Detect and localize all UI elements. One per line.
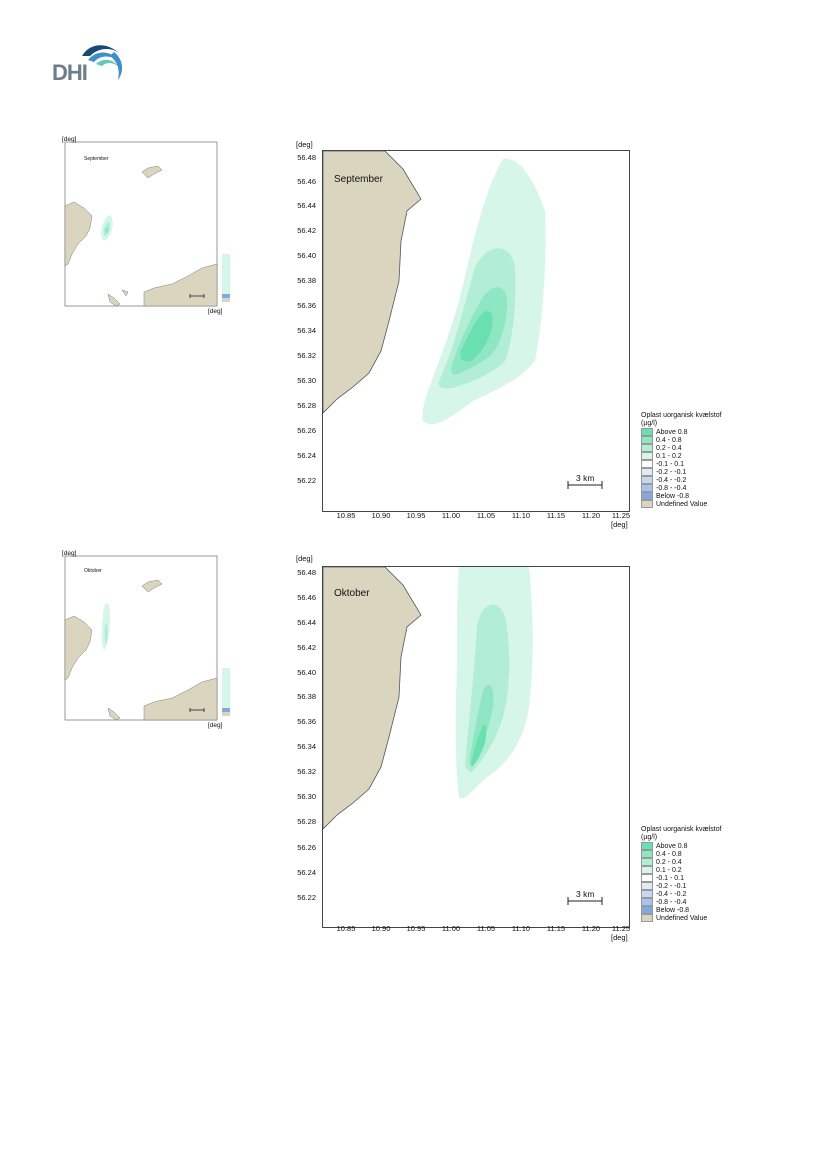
y-tick: 56.26 bbox=[297, 426, 316, 435]
legend-item: -0.4 - -0.2 bbox=[641, 890, 722, 898]
legend-unit: (µg/l) bbox=[641, 420, 658, 427]
y-tick: 56.38 bbox=[297, 692, 316, 701]
main-map-september: September 3 km bbox=[322, 150, 630, 512]
y-tick: 56.30 bbox=[297, 792, 316, 801]
legend-title: Oplast uorganisk kvælstof bbox=[641, 412, 722, 419]
thumbnail-x-unit: [deg] bbox=[208, 722, 223, 729]
dhi-logo-mark bbox=[82, 45, 123, 80]
thumbnail-month-label: Oktober bbox=[84, 568, 102, 574]
y-tick: 56.36 bbox=[297, 301, 316, 310]
y-tick: 56.22 bbox=[297, 476, 316, 485]
legend-item: -0.1 - 0.1 bbox=[641, 874, 722, 882]
legend-item: -0.8 - -0.4 bbox=[641, 484, 722, 492]
y-tick: 56.24 bbox=[297, 451, 316, 460]
main-y-unit: [deg] bbox=[296, 140, 313, 149]
thumbnail-month-label: September bbox=[84, 156, 109, 162]
legend-item: -0.1 - 0.1 bbox=[641, 460, 722, 468]
legend-item: Above 0.8 bbox=[641, 428, 722, 436]
scale-bar-1 bbox=[567, 481, 603, 489]
x-tick: 11.25 bbox=[611, 511, 631, 520]
y-tick: 56.32 bbox=[297, 351, 316, 360]
y-tick: 56.34 bbox=[297, 742, 316, 751]
legend-item: -0.2 - -0.1 bbox=[641, 468, 722, 476]
legend-item: Above 0.8 bbox=[641, 842, 722, 850]
month-label-september: September bbox=[334, 174, 383, 185]
y-tick: 56.42 bbox=[297, 643, 316, 652]
x-tick: 11.20 bbox=[581, 924, 601, 933]
y-tick: 56.28 bbox=[297, 401, 316, 410]
legend-item: Undefined Value bbox=[641, 914, 722, 922]
legend-unit: (µg/l) bbox=[641, 834, 658, 841]
legend-item: -0.4 - -0.2 bbox=[641, 476, 722, 484]
legend-title: Oplast uorganisk kvælstof bbox=[641, 826, 722, 833]
x-tick: 10.85 bbox=[336, 924, 356, 933]
x-tick: 11.05 bbox=[476, 924, 496, 933]
y-tick: 56.32 bbox=[297, 767, 316, 776]
x-tick: 10.90 bbox=[371, 511, 391, 520]
x-tick: 10.95 bbox=[406, 924, 426, 933]
thumbnail-x-unit: [deg] bbox=[208, 308, 223, 315]
x-tick: 11.15 bbox=[546, 924, 566, 933]
y-tick: 56.24 bbox=[297, 868, 316, 877]
legend-item: Undefined Value bbox=[641, 500, 722, 508]
y-tick: 56.44 bbox=[297, 618, 316, 627]
scale-bar-2 bbox=[567, 897, 603, 905]
y-tick: 56.48 bbox=[297, 153, 316, 162]
main-x-unit: [deg] bbox=[611, 933, 628, 942]
y-tick: 56.40 bbox=[297, 251, 316, 260]
legend-item: 0.1 - 0.2 bbox=[641, 452, 722, 460]
legend-item: 0.2 - 0.4 bbox=[641, 444, 722, 452]
x-tick: 11.25 bbox=[611, 924, 631, 933]
legend-2: Oplast uorganisk kvælstof (µg/l) Above 0… bbox=[641, 826, 722, 922]
y-tick: 56.26 bbox=[297, 843, 316, 852]
thumbnail-map-september: September [deg] [deg] bbox=[62, 136, 284, 323]
x-tick: 11.15 bbox=[546, 511, 566, 520]
legend-1: Oplast uorganisk kvælstof (µg/l) Above 0… bbox=[641, 412, 722, 508]
thumbnail-map-1-svg bbox=[64, 141, 230, 307]
y-tick: 56.48 bbox=[297, 568, 316, 577]
main-x-unit: [deg] bbox=[611, 520, 628, 529]
y-tick: 56.30 bbox=[297, 376, 316, 385]
main-map-1-svg bbox=[323, 151, 603, 489]
x-tick: 11.10 bbox=[511, 924, 531, 933]
dhi-logo: DHI bbox=[52, 38, 126, 85]
main-map-oktober: Oktober 3 km bbox=[322, 566, 630, 928]
y-tick: 56.40 bbox=[297, 668, 316, 677]
x-tick: 10.90 bbox=[371, 924, 391, 933]
scale-label-2: 3 km bbox=[576, 889, 595, 899]
legend-item: Below -0.8 bbox=[641, 492, 722, 500]
y-tick: 56.28 bbox=[297, 817, 316, 826]
legend-item: Below -0.8 bbox=[641, 906, 722, 914]
y-tick: 56.38 bbox=[297, 276, 316, 285]
month-label-oktober: Oktober bbox=[334, 588, 370, 599]
x-tick: 11.20 bbox=[581, 511, 601, 520]
x-tick: 10.85 bbox=[336, 511, 356, 520]
y-tick: 56.46 bbox=[297, 177, 316, 186]
y-tick: 56.44 bbox=[297, 201, 316, 210]
x-tick: 11.00 bbox=[441, 924, 461, 933]
y-tick: 56.36 bbox=[297, 717, 316, 726]
main-y-unit: [deg] bbox=[296, 554, 313, 563]
y-tick: 56.22 bbox=[297, 893, 316, 902]
thumbnail-y-unit: [deg] bbox=[62, 136, 77, 143]
y-tick: 56.42 bbox=[297, 226, 316, 235]
y-tick: 56.46 bbox=[297, 593, 316, 602]
legend-item: 0.2 - 0.4 bbox=[641, 858, 722, 866]
main-map-2-svg bbox=[323, 567, 603, 905]
x-tick: 11.00 bbox=[441, 511, 461, 520]
y-tick: 56.34 bbox=[297, 326, 316, 335]
thumbnail-map-oktober: Oktober [deg] [deg] bbox=[62, 550, 284, 737]
legend-item: 0.1 - 0.2 bbox=[641, 866, 722, 874]
x-tick: 11.05 bbox=[476, 511, 496, 520]
thumbnail-y-unit: [deg] bbox=[62, 550, 77, 557]
legend-item: 0.4 - 0.8 bbox=[641, 850, 722, 858]
legend-item: -0.8 - -0.4 bbox=[641, 898, 722, 906]
thumbnail-map-2-svg bbox=[64, 555, 230, 721]
legend-item: -0.2 - -0.1 bbox=[641, 882, 722, 890]
x-tick: 10.95 bbox=[406, 511, 426, 520]
x-tick: 11.10 bbox=[511, 511, 531, 520]
legend-item: 0.4 - 0.8 bbox=[641, 436, 722, 444]
logo-text: DHI bbox=[52, 60, 88, 85]
scale-label-1: 3 km bbox=[576, 473, 595, 483]
